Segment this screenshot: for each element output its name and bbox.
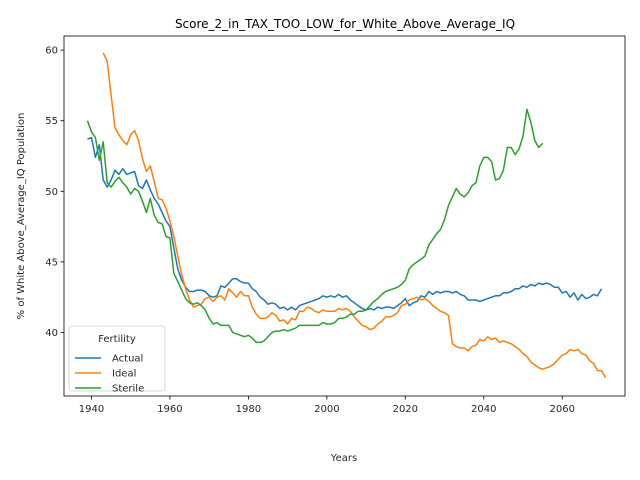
y-tick-label: 60 (45, 46, 58, 57)
chart-title: Score_2_in_TAX_TOO_LOW_for_White_Above_A… (175, 17, 515, 31)
y-axis-label: % of White Above_Average_IQ Population (16, 113, 27, 320)
legend-label-actual: Actual (112, 354, 143, 365)
y-axis: 40 45 50 55 60 (45, 46, 64, 339)
y-tick-label: 40 (45, 328, 58, 339)
x-axis-label: Years (330, 453, 357, 464)
legend-label-ideal: Ideal (112, 369, 136, 380)
x-tick-label: 1940 (79, 404, 104, 415)
x-tick-label: 2000 (314, 404, 339, 415)
series-lines (86, 52, 607, 378)
y-tick-label: 55 (45, 116, 58, 127)
series-line-actual (87, 136, 603, 311)
legend-label-sterile: Sterile (112, 384, 144, 395)
legend: Fertility Actual Ideal Sterile (68, 325, 166, 395)
x-tick-label: 2060 (550, 404, 575, 415)
x-tick-label: 1980 (236, 404, 261, 415)
series-line-sterile (86, 108, 544, 344)
legend-entries: Actual Ideal Sterile (75, 354, 144, 395)
x-axis: 1940 1960 1980 2000 2020 2040 2060 (79, 396, 575, 415)
y-tick-label: 45 (45, 257, 58, 268)
x-tick-label: 1960 (157, 404, 182, 415)
legend-title: Fertility (98, 334, 136, 345)
plot-frame (63, 35, 626, 397)
series-line-ideal (102, 52, 607, 378)
x-tick-label: 2020 (393, 404, 418, 415)
x-tick-label: 2040 (471, 404, 496, 415)
legend-frame (68, 325, 166, 392)
y-tick-label: 50 (45, 187, 58, 198)
plot-area (63, 35, 626, 397)
